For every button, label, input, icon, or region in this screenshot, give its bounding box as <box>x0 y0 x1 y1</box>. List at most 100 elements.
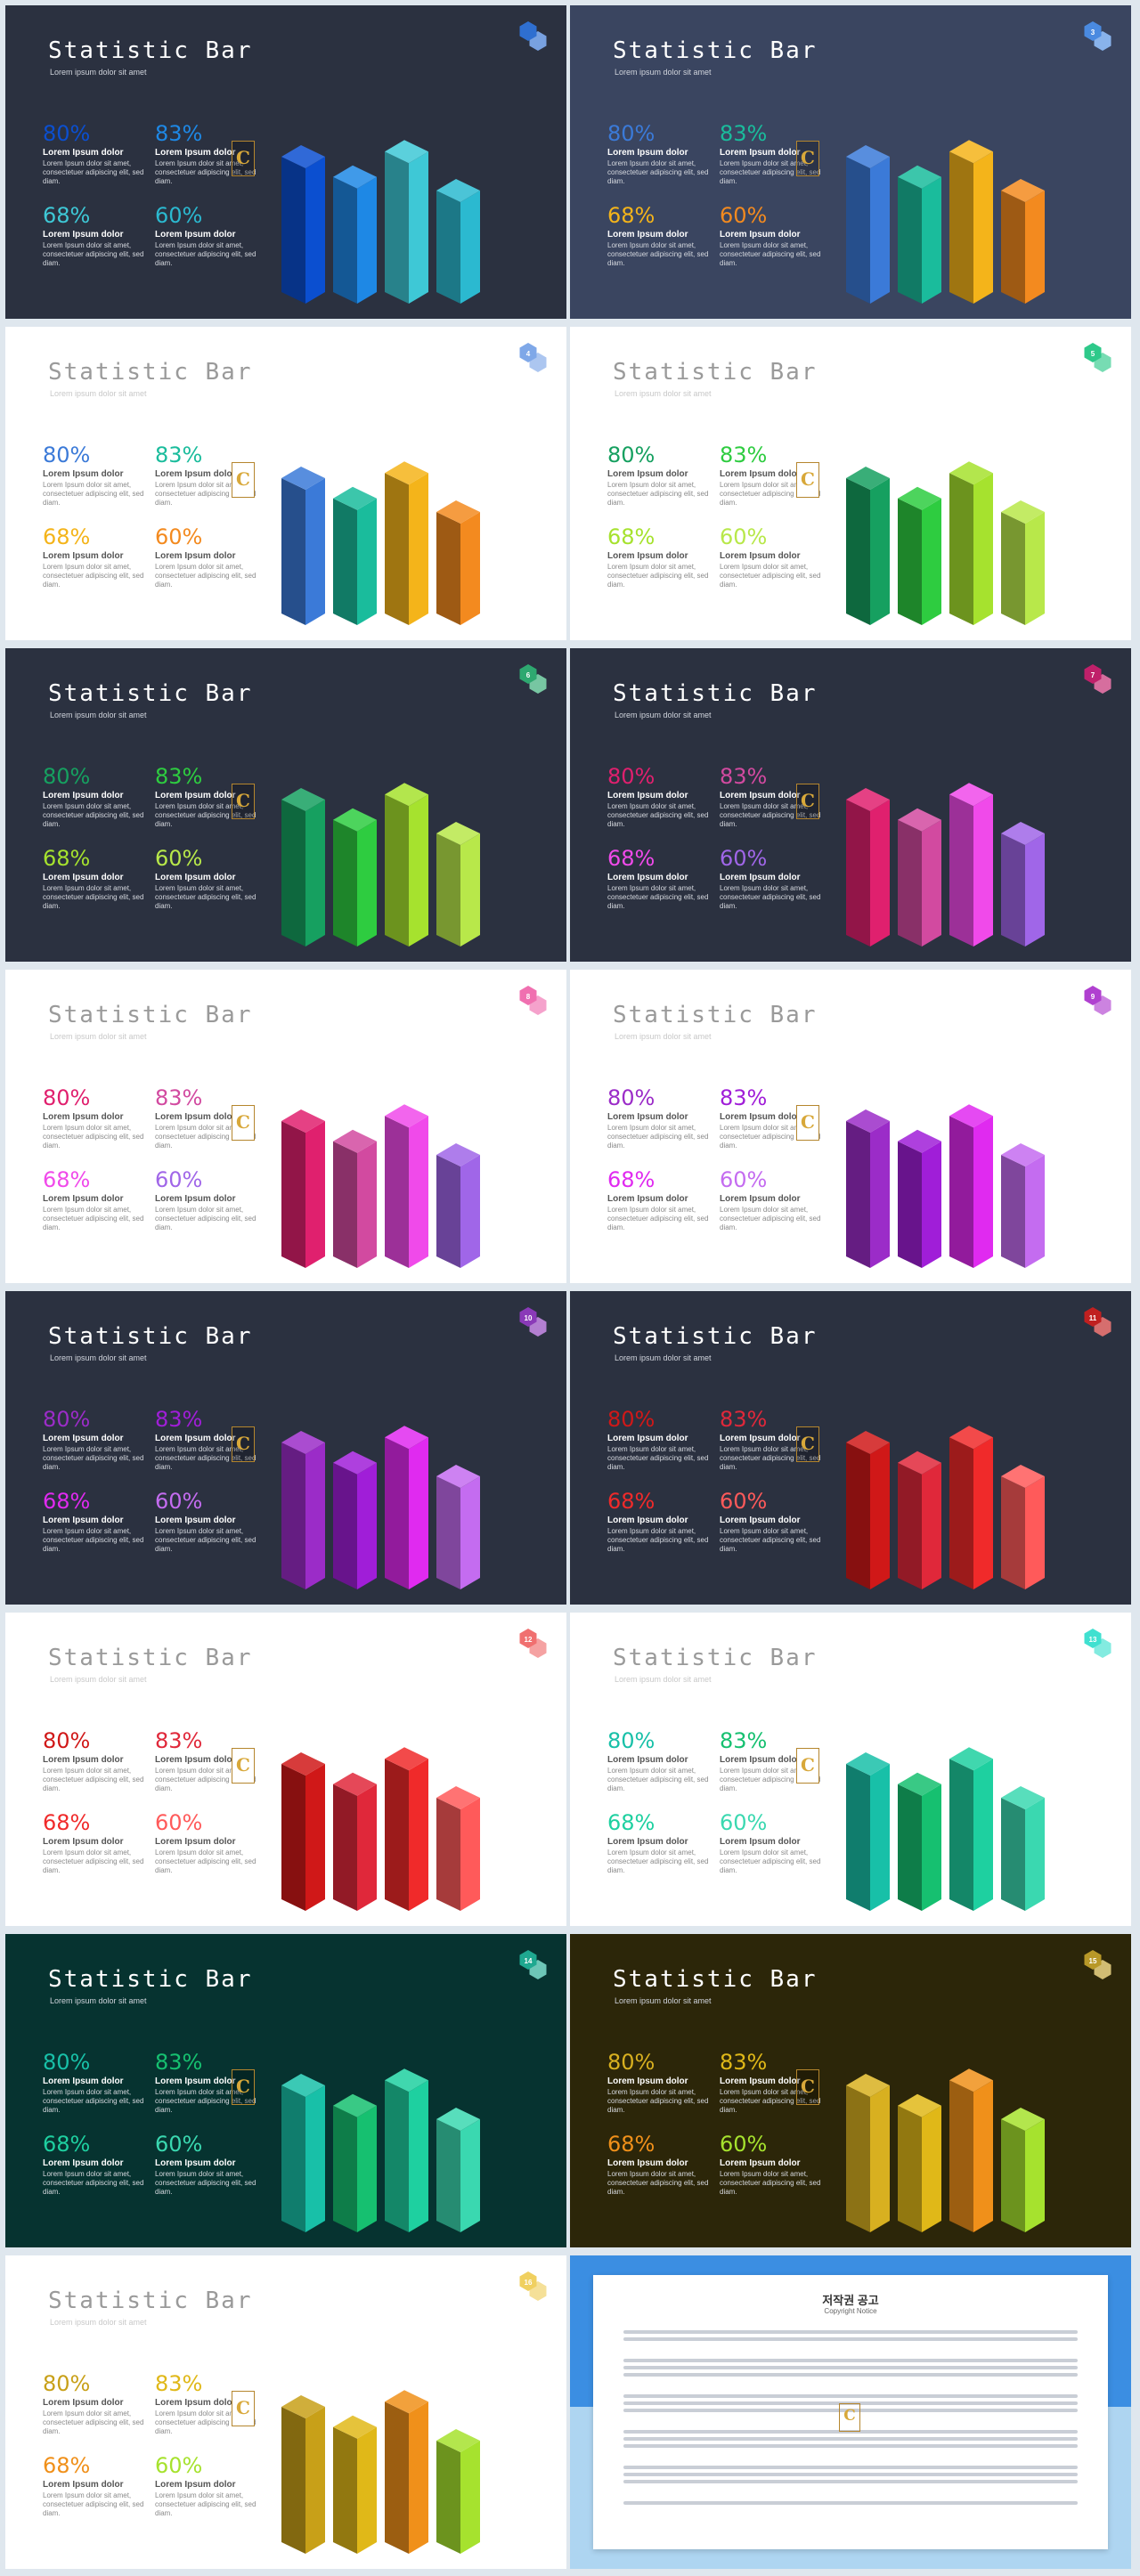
logo-letter: C <box>801 1111 815 1133</box>
bar-left-face <box>949 1437 973 1589</box>
bar-left-face <box>385 151 409 304</box>
bar-right-face <box>357 2426 377 2554</box>
bar-top-face <box>281 145 325 168</box>
stat-description: Lorem Ipsum dolor sit amet, consectetuer… <box>43 1849 144 1874</box>
slide-card[interactable]: Statistic Bar Lorem ipsum dolor sit amet 8… <box>570 1934 1131 2247</box>
slide-card[interactable]: Statistic Bar Lorem ipsum dolor sit amet 8… <box>570 970 1131 1283</box>
stat-heading: Lorem Ipsum dolor <box>43 230 124 240</box>
chart-bar <box>846 1431 890 1589</box>
bar-left-face <box>436 191 460 304</box>
stat-heading: Lorem Ipsum dolor <box>43 1755 124 1765</box>
bar-left-face <box>281 2407 305 2554</box>
stat-heading: Lorem Ipsum dolor <box>155 873 236 882</box>
bar-right-face <box>870 1442 890 1589</box>
slide-card[interactable]: Statistic Bar Lorem ipsum dolor sit amet 8… <box>5 1613 566 1926</box>
slide-number: 6 <box>525 671 531 679</box>
stat-value: 60% <box>720 1167 768 1192</box>
slide-title: Statistic Bar <box>48 680 253 707</box>
stat-block: 83% Lorem Ipsum dolor Lorem Ipsum dolor si… <box>155 1407 260 1472</box>
bar-top-face <box>281 2395 325 2418</box>
chart-bar <box>898 1772 941 1911</box>
bar-top-face <box>385 140 428 164</box>
logo-letter: C <box>801 1754 815 1776</box>
logo-letter: C <box>236 2076 250 2097</box>
stat-description: Lorem Ipsum dolor sit amet, consectetuer… <box>43 2088 144 2114</box>
bar-top-face <box>846 1431 890 1454</box>
slide-card[interactable]: Statistic Bar Lorem ipsum dolor sit amet 8… <box>570 648 1131 962</box>
isometric-bar-chart <box>281 2390 480 2554</box>
slide-card[interactable]: Statistic Bar Lorem ipsum dolor sit amet 8… <box>5 2255 566 2569</box>
stat-value: 60% <box>155 2453 203 2478</box>
stat-description: Lorem Ipsum dolor sit amet, consectetuer… <box>43 2409 144 2435</box>
slide-card[interactable]: Statistic Bar Lorem ipsum dolor sit amet 8… <box>5 327 566 640</box>
bar-top-face <box>949 2068 993 2092</box>
bar-top-face <box>846 145 890 168</box>
bar-left-face <box>385 1116 409 1268</box>
slide-subtitle: Lorem ipsum dolor sit amet <box>615 389 712 398</box>
bar-right-face <box>922 1141 941 1268</box>
slide-card[interactable]: Statistic Bar Lorem ipsum dolor sit amet 8… <box>5 1934 566 2247</box>
bar-chart <box>837 1059 1051 1283</box>
stat-description: Lorem Ipsum dolor sit amet, consectetuer… <box>720 1445 821 1471</box>
notice-text-line <box>623 2366 1078 2369</box>
bar-left-face <box>436 512 460 625</box>
watermark-logo: C <box>796 141 819 176</box>
stat-block: 60% Lorem Ipsum dolor Lorem Ipsum dolor si… <box>720 524 825 589</box>
bar-chart <box>837 737 1051 962</box>
bar-top-face <box>281 1752 325 1776</box>
stat-heading: Lorem Ipsum dolor <box>155 1755 236 1765</box>
notice-text-line <box>623 2409 1078 2412</box>
hexagon-icon <box>519 2271 547 2301</box>
stat-heading: Lorem Ipsum dolor <box>43 1194 124 1204</box>
chart-bar <box>949 140 993 304</box>
chart-bar <box>281 145 325 304</box>
bar-right-face <box>922 498 941 625</box>
stat-description: Lorem Ipsum dolor sit amet, consectetuer… <box>155 2170 256 2196</box>
stat-heading: Lorem Ipsum dolor <box>607 1434 688 1443</box>
stat-heading: Lorem Ipsum dolor <box>607 148 688 158</box>
stat-block: 83% Lorem Ipsum dolor Lorem Ipsum dolor si… <box>720 1407 825 1472</box>
hexagon-icon <box>519 664 547 694</box>
bar-top-face <box>898 1772 941 1796</box>
stat-block: 80% Lorem Ipsum dolor Lorem Ipsum dolor si… <box>43 1085 148 1150</box>
bar-right-face <box>870 1121 890 1268</box>
stat-heading: Lorem Ipsum dolor <box>607 551 688 561</box>
stat-block: 60% Lorem Ipsum dolor Lorem Ipsum dolor si… <box>720 846 825 911</box>
bar-left-face <box>436 1798 460 1911</box>
slide-card[interactable]: Statistic Bar Lorem ipsum dolor sit amet 8… <box>5 970 566 1283</box>
bar-left-face <box>898 498 922 625</box>
bar-right-face <box>973 1437 993 1589</box>
stat-heading: Lorem Ipsum dolor <box>155 148 236 158</box>
slide-card[interactable]: Statistic Bar Lorem ipsum dolor sit amet 8… <box>5 648 566 962</box>
chart-bar <box>333 1451 377 1589</box>
bar-top-face <box>949 140 993 164</box>
bar-left-face <box>281 2085 305 2232</box>
slide-card[interactable]: Statistic Bar Lorem ipsum dolor sit amet 8… <box>5 1291 566 1605</box>
slide-card[interactable]: Statistic Bar Lorem ipsum dolor sit amet 8… <box>5 5 566 319</box>
slide-card[interactable]: Statistic Bar Lorem ipsum dolor sit amet 8… <box>570 327 1131 640</box>
copyright-notice-slide[interactable]: 저작권 공고 Copyright Notice C <box>570 2255 1131 2569</box>
chart-bar <box>385 2068 428 2232</box>
stat-heading: Lorem Ipsum dolor <box>155 1837 236 1847</box>
bar-left-face <box>898 176 922 304</box>
slide-subtitle: Lorem ipsum dolor sit amet <box>50 2318 147 2327</box>
stat-value: 80% <box>607 2050 656 2075</box>
chart-bar <box>436 2429 480 2554</box>
slide-card[interactable]: Statistic Bar Lorem ipsum dolor sit amet 8… <box>570 1291 1131 1605</box>
bar-left-face <box>333 498 357 625</box>
slide-card[interactable]: Statistic Bar Lorem ipsum dolor sit amet 8… <box>570 5 1131 319</box>
bar-top-face <box>333 1129 377 1153</box>
bar-top-face <box>436 822 480 845</box>
stat-description: Lorem Ipsum dolor sit amet, consectetuer… <box>43 884 144 910</box>
bar-right-face <box>870 157 890 304</box>
stat-description: Lorem Ipsum dolor sit amet, consectetuer… <box>43 1206 144 1231</box>
stat-block: 68% Lorem Ipsum dolor Lorem Ipsum dolor si… <box>43 1810 148 1875</box>
stat-description: Lorem Ipsum dolor sit amet, consectetuer… <box>155 2409 256 2435</box>
chart-bar <box>436 1786 480 1911</box>
stat-heading: Lorem Ipsum dolor <box>43 1516 124 1525</box>
stat-block: 83% Lorem Ipsum dolor Lorem Ipsum dolor si… <box>155 2371 260 2436</box>
chart-bar <box>333 2093 377 2232</box>
chart-bar <box>1001 2108 1045 2232</box>
slide-card[interactable]: Statistic Bar Lorem ipsum dolor sit amet 8… <box>570 1613 1131 1926</box>
bar-right-face <box>409 794 428 947</box>
